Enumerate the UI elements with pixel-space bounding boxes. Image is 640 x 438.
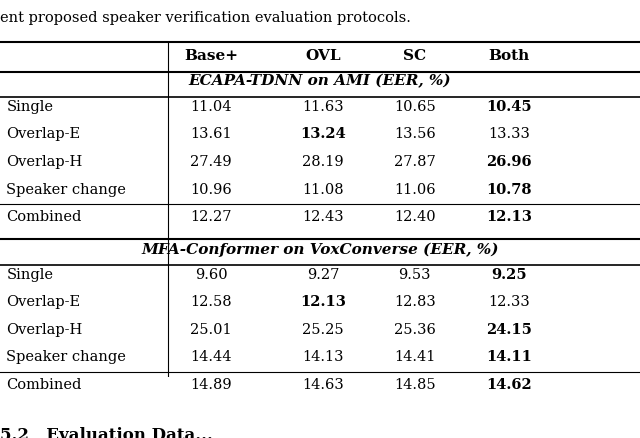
Text: 24.15: 24.15 — [486, 322, 532, 336]
Text: 9.25: 9.25 — [491, 267, 527, 281]
Text: 13.56: 13.56 — [394, 127, 436, 141]
Text: 14.11: 14.11 — [486, 350, 532, 364]
Text: 25.25: 25.25 — [302, 322, 344, 336]
Text: 14.62: 14.62 — [486, 377, 532, 391]
Text: 9.60: 9.60 — [195, 267, 227, 281]
Text: 13.33: 13.33 — [488, 127, 530, 141]
Text: 28.19: 28.19 — [302, 155, 344, 169]
Text: 12.13: 12.13 — [300, 295, 346, 308]
Text: 10.96: 10.96 — [190, 182, 232, 196]
Text: Single: Single — [6, 267, 53, 281]
Text: OVL: OVL — [305, 49, 341, 63]
Text: Overlap-H: Overlap-H — [6, 155, 83, 169]
Text: 14.63: 14.63 — [302, 377, 344, 391]
Text: 5.2   Evaluation Data...: 5.2 Evaluation Data... — [0, 426, 213, 438]
Text: 14.44: 14.44 — [191, 350, 232, 364]
Text: 11.06: 11.06 — [394, 182, 436, 196]
Text: 12.83: 12.83 — [394, 295, 436, 308]
Text: 10.65: 10.65 — [394, 99, 436, 113]
Text: Combined: Combined — [6, 210, 82, 223]
Text: 11.63: 11.63 — [302, 99, 344, 113]
Text: 10.78: 10.78 — [486, 182, 532, 196]
Text: Speaker change: Speaker change — [6, 350, 126, 364]
Text: 25.36: 25.36 — [394, 322, 436, 336]
Text: Both: Both — [488, 49, 529, 63]
Text: Overlap-H: Overlap-H — [6, 322, 83, 336]
Text: 12.58: 12.58 — [190, 295, 232, 308]
Text: Speaker change: Speaker change — [6, 182, 126, 196]
Text: Base+: Base+ — [184, 49, 238, 63]
Text: 9.53: 9.53 — [399, 267, 431, 281]
Text: 12.33: 12.33 — [488, 295, 530, 308]
Text: 26.96: 26.96 — [486, 155, 532, 169]
Text: MFA-Conformer on VoxConverse (EER, %): MFA-Conformer on VoxConverse (EER, %) — [141, 242, 499, 256]
Text: 12.13: 12.13 — [486, 210, 532, 223]
Text: 14.13: 14.13 — [303, 350, 344, 364]
Text: 13.61: 13.61 — [190, 127, 232, 141]
Text: 12.40: 12.40 — [394, 210, 436, 223]
Text: 10.45: 10.45 — [486, 99, 532, 113]
Text: 9.27: 9.27 — [307, 267, 339, 281]
Text: Overlap-E: Overlap-E — [6, 127, 81, 141]
Text: 14.85: 14.85 — [394, 377, 436, 391]
Text: ent proposed speaker verification evaluation protocols.: ent proposed speaker verification evalua… — [0, 11, 411, 25]
Text: Single: Single — [6, 99, 53, 113]
Text: 27.49: 27.49 — [190, 155, 232, 169]
Text: 11.04: 11.04 — [191, 99, 232, 113]
Text: 14.41: 14.41 — [394, 350, 435, 364]
Text: 13.24: 13.24 — [300, 127, 346, 141]
Text: 12.43: 12.43 — [302, 210, 344, 223]
Text: 14.89: 14.89 — [190, 377, 232, 391]
Text: Combined: Combined — [6, 377, 82, 391]
Text: 11.08: 11.08 — [302, 182, 344, 196]
Text: ECAPA-TDNN on AMI (EER, %): ECAPA-TDNN on AMI (EER, %) — [189, 74, 451, 88]
Text: 25.01: 25.01 — [190, 322, 232, 336]
Text: SC: SC — [403, 49, 426, 63]
Text: 12.27: 12.27 — [191, 210, 232, 223]
Text: Overlap-E: Overlap-E — [6, 295, 81, 308]
Text: 27.87: 27.87 — [394, 155, 436, 169]
